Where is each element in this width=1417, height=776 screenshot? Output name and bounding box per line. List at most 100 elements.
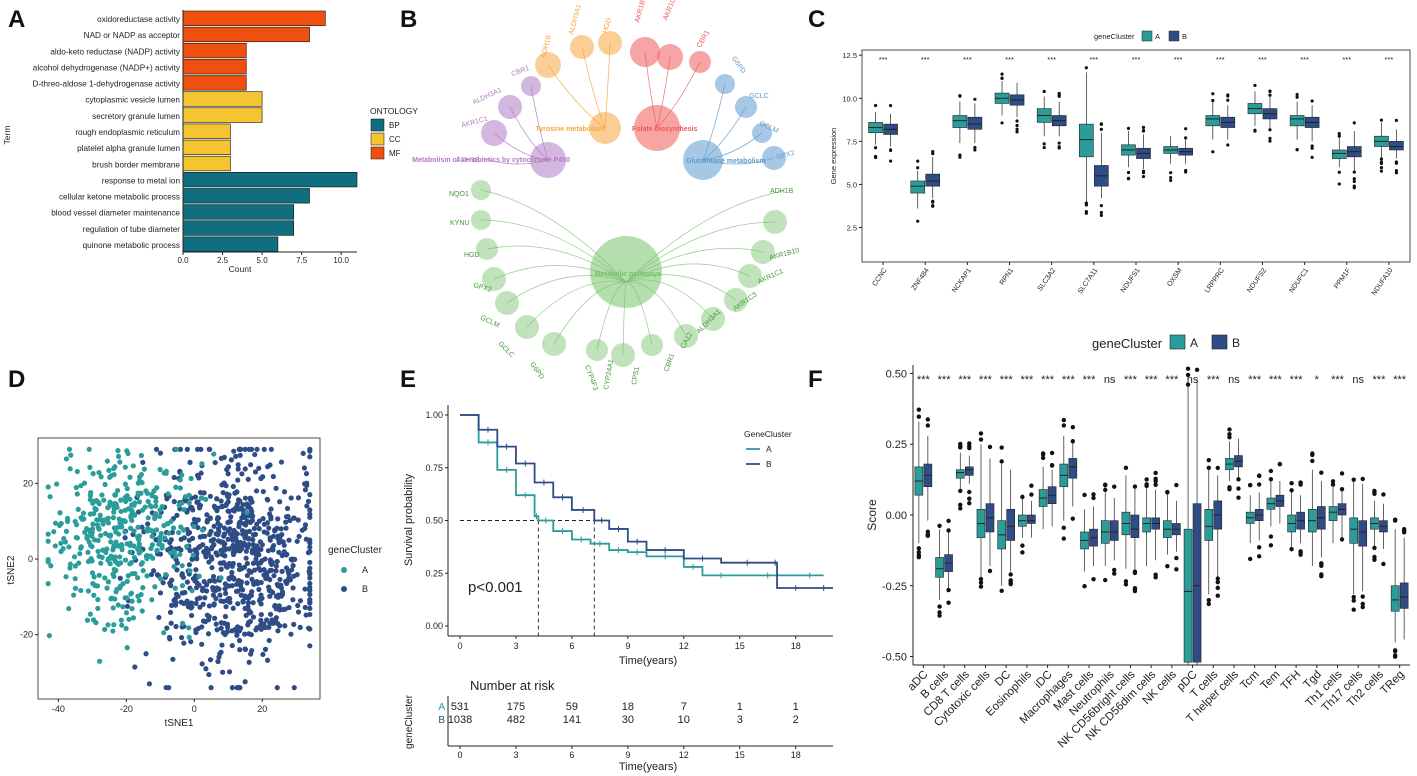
point-B [303, 471, 310, 477]
point-B [307, 559, 313, 566]
point-B [267, 511, 273, 517]
point-A [99, 554, 105, 560]
point-A [115, 487, 121, 494]
panel-letter: E [400, 366, 416, 393]
term-label: NAD or NADP as acceptor [84, 31, 181, 40]
point-B [302, 487, 309, 493]
outlier [1298, 480, 1303, 485]
point-B [268, 516, 274, 522]
point-B [296, 533, 302, 540]
x-tick-label: 12 [679, 750, 689, 760]
x-tick-label: 18 [791, 641, 801, 651]
point-A [89, 533, 95, 539]
point-A [157, 534, 163, 540]
outlier [1174, 567, 1179, 572]
point-B [256, 518, 262, 524]
risk-y-label: geneCluster [404, 694, 415, 749]
outlier [1008, 578, 1013, 583]
legend-swatch [370, 132, 385, 146]
legend-label: A [1155, 32, 1160, 41]
point-B [295, 517, 301, 523]
point-A [102, 575, 108, 581]
point-B [139, 524, 145, 530]
box-B [925, 173, 941, 187]
point-B [273, 563, 279, 569]
outlier [1372, 491, 1377, 496]
outlier [1070, 516, 1076, 521]
point-A [186, 625, 192, 631]
point-A [67, 466, 73, 472]
outlier [1339, 471, 1345, 476]
outlier [1042, 89, 1046, 94]
point-B [242, 535, 248, 541]
outlier [1310, 458, 1315, 464]
point-B [258, 592, 264, 598]
point-B [193, 567, 199, 573]
point-B [206, 671, 212, 678]
point-B [225, 528, 232, 534]
significance-label: *** [1269, 374, 1283, 386]
point-B [303, 536, 309, 542]
pathway-label: Glutathione metabolism [686, 158, 766, 165]
legend-swatch [341, 567, 347, 573]
point-A [52, 520, 59, 526]
outlier [946, 600, 951, 605]
point-B [289, 567, 295, 573]
outlier [1184, 136, 1188, 140]
y-tick-label: 0.25 [886, 439, 907, 451]
point-A [110, 628, 116, 634]
gene-node [611, 343, 635, 367]
point-B [237, 685, 243, 691]
point-B [287, 517, 293, 524]
point-B [297, 598, 304, 604]
point-B [307, 591, 313, 597]
point-B [153, 537, 159, 543]
point-B [195, 625, 202, 632]
point-B [220, 669, 226, 675]
x-tick-label: 0.0 [177, 256, 189, 265]
outlier [1042, 146, 1046, 150]
panel-letter: C [808, 6, 825, 33]
gene-label: HGD [464, 252, 480, 259]
term-label: response to metal ion [102, 176, 181, 185]
point-B [255, 560, 261, 567]
outlier [1132, 484, 1138, 489]
point-B [237, 519, 243, 525]
significance-label: *** [921, 55, 930, 64]
point-A [98, 474, 104, 480]
point-B [178, 547, 184, 553]
box-B [1192, 503, 1202, 663]
point-A [211, 451, 217, 457]
point-B [242, 446, 248, 452]
point-B [277, 623, 283, 629]
outlier [1099, 127, 1103, 131]
outlier [925, 417, 931, 422]
panel-letter: B [400, 6, 417, 33]
significance-label: ns [1104, 374, 1116, 386]
point-A [45, 531, 51, 537]
x-tick-label: 9 [625, 750, 630, 760]
outlier [1082, 583, 1087, 589]
outlier [1227, 435, 1232, 440]
point-A [96, 469, 102, 476]
gene-label: KYNU [450, 220, 469, 227]
point-A [188, 475, 194, 482]
point-B [223, 590, 229, 596]
significance-label: * [1315, 374, 1320, 386]
y-tick-label: 7.5 [847, 137, 857, 146]
outlier [1247, 556, 1253, 562]
point-A [87, 464, 93, 470]
point-B [252, 469, 259, 475]
outlier [925, 423, 931, 428]
significance-label: *** [1385, 55, 1394, 64]
point-B [290, 563, 296, 569]
point-A [84, 617, 91, 623]
edge [506, 275, 627, 304]
point-B [196, 582, 202, 588]
gene-label: GCLM [479, 314, 500, 329]
outlier [1319, 563, 1324, 569]
outlier [1169, 175, 1173, 180]
point-A [117, 554, 123, 560]
point-B [252, 451, 258, 458]
point-B [153, 446, 160, 452]
